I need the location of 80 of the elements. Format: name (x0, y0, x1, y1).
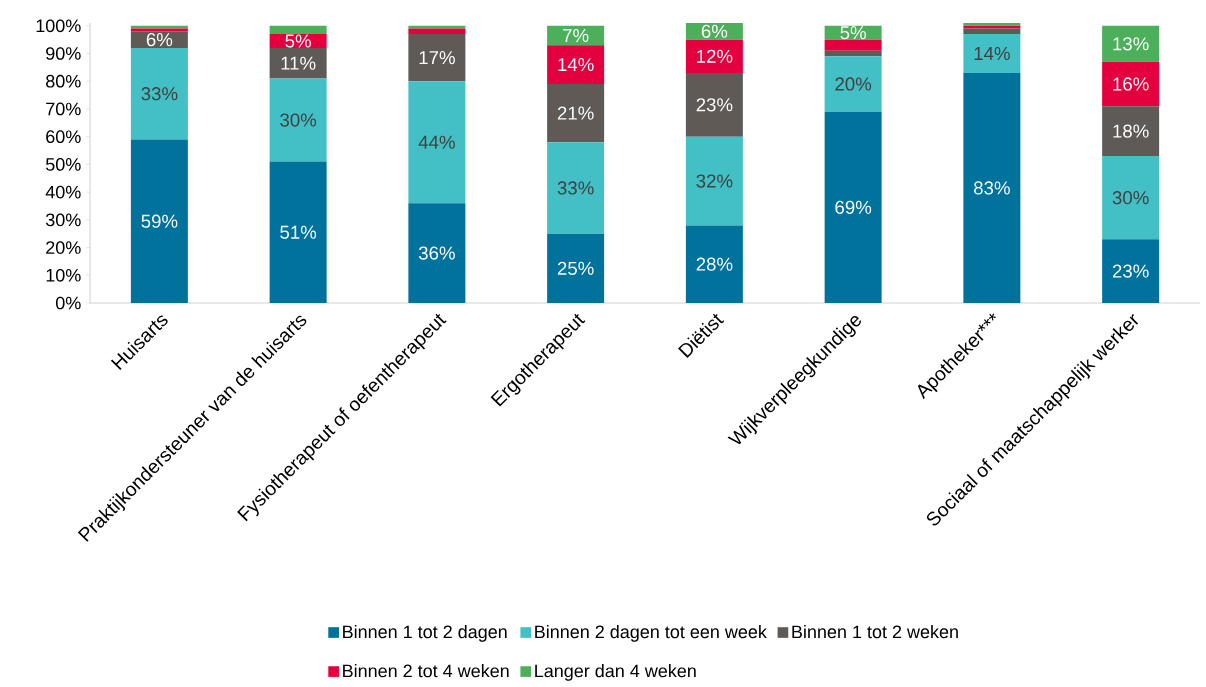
data-label: 32% (696, 174, 733, 188)
data-label: 12% (697, 49, 733, 63)
y-tick-label: 0% (55, 296, 81, 310)
data-label: 14% (558, 58, 594, 72)
bar (1102, 156, 1160, 240)
bar (824, 111, 882, 303)
data-label: 25% (557, 261, 594, 275)
bar (547, 25, 605, 46)
y-tick-label: 10% (46, 268, 81, 282)
data-label: 23% (696, 98, 733, 112)
data-label: 30% (280, 113, 317, 127)
y-tick-label: 80% (46, 74, 81, 88)
bar (130, 139, 188, 303)
data-label: 51% (280, 225, 317, 239)
data-label: 11% (281, 56, 316, 70)
data-label: 18% (1113, 124, 1149, 138)
data-label: 13% (1113, 37, 1149, 51)
bar (963, 28, 1021, 35)
data-label: 44% (418, 135, 455, 149)
data-label: 6% (701, 24, 728, 38)
bar (547, 84, 605, 143)
bar (130, 47, 188, 140)
legend-label: Binnen 1 tot 2 weken (792, 625, 958, 639)
bar (408, 34, 466, 82)
bar (963, 34, 1021, 73)
bar (824, 56, 882, 112)
y-tick-label: 100% (36, 19, 81, 33)
bar (824, 39, 882, 51)
y-tick-label: 50% (45, 158, 81, 171)
bar (269, 25, 327, 35)
y-tick-label: 90% (46, 47, 81, 60)
data-label: 14% (974, 46, 1010, 61)
legend-label: Langer dan 4 weken (535, 664, 696, 681)
bar (130, 31, 188, 48)
data-label: 5% (285, 34, 311, 48)
bar (269, 161, 327, 303)
bar (1102, 61, 1160, 107)
legend-label: Binnen 2 tot 4 weken (343, 664, 509, 678)
data-label: 17% (419, 51, 455, 65)
bar (547, 142, 605, 234)
y-tick-label: 20% (46, 241, 81, 254)
y-tick-label: 70% (46, 102, 81, 116)
data-label: 5% (840, 26, 866, 40)
data-label: 69% (835, 200, 872, 214)
data-label: 21% (557, 106, 594, 120)
bar (269, 78, 327, 162)
y-tick-label: 30% (45, 213, 81, 227)
data-label: 28% (696, 257, 733, 271)
bar (408, 203, 466, 303)
bar (547, 45, 605, 84)
data-label: 83% (974, 181, 1010, 195)
data-label: 36% (418, 246, 455, 260)
bar (408, 81, 466, 204)
bar (685, 72, 743, 137)
legend-label: Binnen 1 tot 2 dagen (343, 625, 507, 642)
bar (963, 72, 1021, 303)
bar (685, 23, 743, 40)
data-label: 33% (557, 181, 594, 195)
data-label: 23% (1112, 264, 1149, 278)
bar (547, 233, 605, 303)
bar (685, 136, 743, 226)
data-label: 33% (141, 87, 178, 101)
bar (408, 25, 466, 29)
bar (824, 50, 882, 57)
data-label: 7% (563, 28, 589, 42)
bar (408, 28, 466, 35)
bar (1102, 25, 1160, 62)
data-label: 6% (146, 33, 173, 47)
y-tick-label: 60% (46, 130, 81, 144)
bar (269, 47, 327, 79)
bar (1102, 239, 1160, 303)
bar (685, 225, 743, 303)
y-tick-label: 40% (45, 185, 81, 199)
data-label: 59% (141, 214, 178, 228)
bar (685, 39, 743, 73)
bar (1102, 106, 1160, 157)
legend-label: Binnen 2 dagen tot een week (535, 625, 767, 642)
data-label: 30% (1112, 191, 1149, 205)
data-label: 16% (1113, 77, 1149, 91)
data-label: 20% (835, 77, 872, 91)
